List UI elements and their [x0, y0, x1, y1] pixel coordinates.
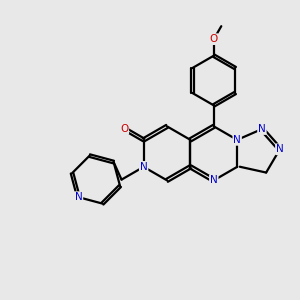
Text: O: O: [210, 34, 218, 44]
Text: O: O: [120, 124, 128, 134]
Text: N: N: [140, 162, 148, 172]
Text: N: N: [210, 176, 218, 185]
Text: N: N: [233, 135, 241, 145]
Text: N: N: [75, 192, 83, 202]
Text: N: N: [258, 124, 266, 134]
Text: N: N: [276, 144, 284, 154]
